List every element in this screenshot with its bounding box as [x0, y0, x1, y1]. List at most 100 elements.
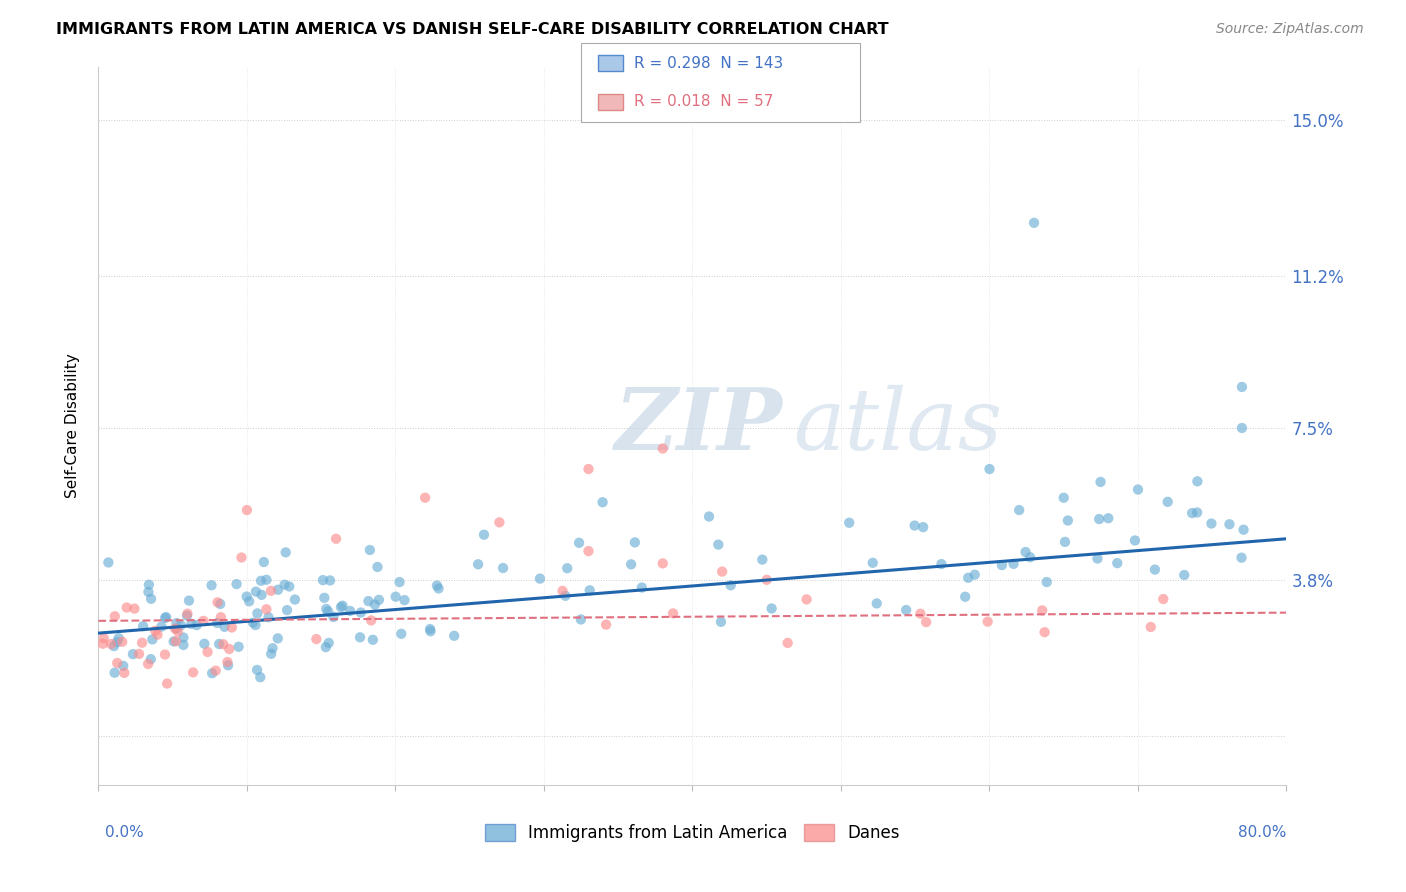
Point	[257, 610, 280, 624]
Point	[755, 573, 778, 587]
Point	[426, 578, 449, 592]
Point	[592, 495, 614, 509]
Point	[364, 598, 387, 612]
Point	[1090, 475, 1112, 489]
Point	[361, 632, 384, 647]
Point	[419, 624, 441, 639]
Point	[214, 620, 236, 634]
Point	[276, 603, 298, 617]
Point	[100, 637, 122, 651]
Point	[217, 658, 239, 673]
Point	[389, 627, 412, 641]
Text: R = 0.298  N = 143: R = 0.298 N = 143	[634, 56, 783, 70]
Point	[209, 597, 232, 611]
Point	[245, 618, 267, 632]
Point	[419, 622, 441, 636]
Point	[250, 588, 273, 602]
Point	[697, 509, 720, 524]
Point	[492, 561, 515, 575]
Point	[163, 634, 186, 648]
Point	[957, 571, 980, 585]
Point	[312, 573, 335, 587]
Point	[105, 635, 128, 649]
Point	[931, 557, 953, 571]
Point	[1097, 511, 1119, 525]
Point	[273, 577, 295, 591]
Point	[249, 670, 271, 684]
Point	[339, 604, 361, 618]
Point	[170, 618, 193, 632]
Point	[1053, 491, 1076, 505]
Point	[569, 612, 592, 626]
Point	[1185, 506, 1208, 520]
Point	[242, 615, 264, 630]
Text: Source: ZipAtlas.com: Source: ZipAtlas.com	[1216, 22, 1364, 37]
Point	[1232, 523, 1254, 537]
Point	[1230, 380, 1253, 394]
Point	[796, 592, 818, 607]
Point	[217, 655, 239, 669]
Point	[359, 543, 381, 558]
Point	[472, 527, 495, 541]
Point	[231, 550, 253, 565]
Point	[236, 503, 259, 517]
Point	[662, 607, 685, 621]
Point	[155, 610, 177, 624]
Text: R = 0.018  N = 57: R = 0.018 N = 57	[634, 95, 773, 109]
Point	[1173, 568, 1195, 582]
Point	[254, 573, 277, 587]
Point	[862, 556, 884, 570]
Point	[163, 622, 186, 636]
Point	[105, 656, 128, 670]
Point	[1230, 421, 1253, 435]
Point	[488, 516, 510, 530]
Point	[707, 538, 730, 552]
Point	[138, 585, 160, 599]
Point	[250, 574, 273, 588]
Point	[838, 516, 860, 530]
Point	[209, 610, 232, 624]
Point	[181, 665, 204, 680]
Point	[197, 645, 219, 659]
Point	[153, 611, 176, 625]
Point	[1033, 625, 1056, 640]
Text: atlas: atlas	[793, 384, 1002, 467]
Point	[554, 589, 576, 603]
Point	[260, 583, 283, 598]
Point	[267, 632, 290, 646]
Point	[104, 609, 127, 624]
Point	[350, 606, 373, 620]
Point	[103, 639, 125, 653]
Point	[894, 603, 917, 617]
Point	[136, 657, 159, 671]
Point	[238, 594, 260, 608]
Point	[776, 636, 799, 650]
Point	[578, 462, 600, 476]
Point	[578, 544, 600, 558]
Point	[329, 600, 352, 615]
Text: 80.0%: 80.0%	[1239, 825, 1286, 840]
Point	[128, 647, 150, 661]
Point	[111, 635, 134, 649]
Point	[228, 640, 250, 654]
Point	[529, 572, 551, 586]
Point	[172, 638, 194, 652]
Point	[555, 561, 578, 575]
Point	[146, 627, 169, 641]
Text: IMMIGRANTS FROM LATIN AMERICA VS DANISH SELF-CARE DISABILITY CORRELATION CHART: IMMIGRANTS FROM LATIN AMERICA VS DANISH …	[56, 22, 889, 37]
Point	[316, 604, 339, 618]
Point	[208, 637, 231, 651]
Point	[200, 578, 222, 592]
Point	[1156, 495, 1178, 509]
Point	[1019, 550, 1042, 565]
Point	[218, 642, 240, 657]
Point	[761, 601, 783, 615]
Point	[910, 607, 932, 621]
Point	[413, 491, 436, 505]
Point	[107, 632, 129, 646]
Point	[976, 615, 998, 629]
Point	[595, 617, 617, 632]
Point	[360, 614, 382, 628]
Point	[720, 578, 742, 592]
Point	[1152, 592, 1174, 607]
